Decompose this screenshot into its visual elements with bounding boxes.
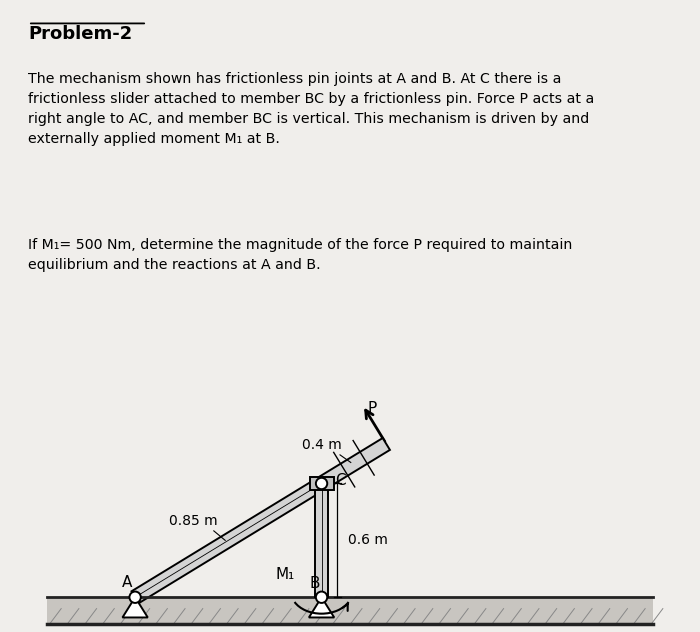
Text: 0.4 m: 0.4 m	[302, 439, 342, 453]
Circle shape	[316, 592, 327, 603]
Text: A: A	[122, 574, 132, 590]
Text: C: C	[335, 473, 346, 489]
Text: Problem-2: Problem-2	[28, 25, 132, 43]
Text: 0.6 m: 0.6 m	[348, 533, 388, 547]
Text: B: B	[310, 576, 321, 591]
Polygon shape	[309, 477, 334, 490]
Polygon shape	[47, 597, 653, 624]
Polygon shape	[309, 597, 334, 617]
Text: M₁: M₁	[275, 567, 295, 582]
Polygon shape	[315, 483, 328, 597]
Text: P: P	[368, 401, 377, 416]
Polygon shape	[132, 478, 326, 603]
Polygon shape	[122, 597, 148, 617]
Text: If M₁= 500 Nm, determine the magnitude of the force P required to maintain
equil: If M₁= 500 Nm, determine the magnitude o…	[28, 238, 573, 272]
Polygon shape	[318, 438, 390, 489]
Text: The mechanism shown has frictionless pin joints at A and B. At C there is a
fric: The mechanism shown has frictionless pin…	[28, 72, 594, 146]
Text: 0.85 m: 0.85 m	[169, 514, 218, 528]
Circle shape	[130, 592, 141, 603]
Circle shape	[316, 478, 327, 489]
